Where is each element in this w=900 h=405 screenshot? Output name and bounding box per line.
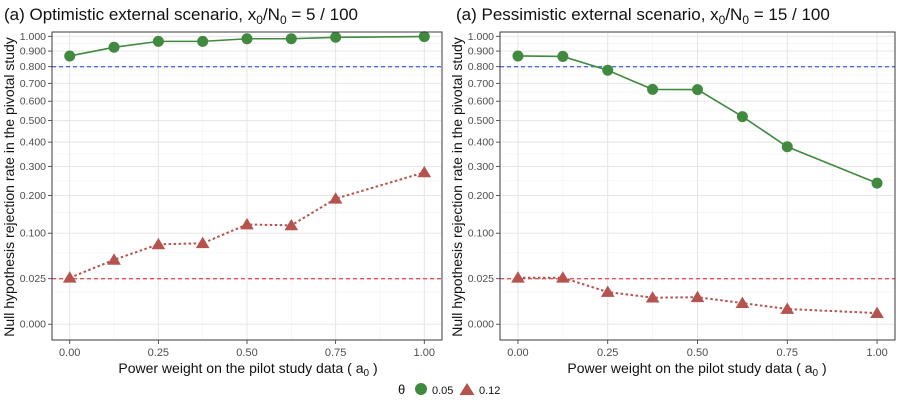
y-tick-label: 0.200 (468, 190, 494, 202)
y-tick-label: 0.100 (468, 228, 494, 240)
data-point (64, 50, 76, 62)
y-tick-label: 0.700 (468, 78, 494, 90)
data-point (557, 50, 569, 62)
series-line (517, 276, 878, 315)
x-tick-label: 1.00 (866, 347, 887, 359)
data-point (62, 271, 77, 283)
x-axis-label: Power weight on the pilot study data ( a… (118, 360, 377, 379)
y-axis-label: Null hypothesis rejection rate in the pi… (449, 37, 465, 337)
legend-label: 0.12 (479, 385, 500, 397)
x-tick-label: 0.00 (507, 347, 528, 359)
x-tick-label: 0.75 (325, 347, 346, 359)
legend-marker-circle (415, 383, 427, 395)
data-point (692, 84, 703, 96)
data-point (151, 237, 166, 250)
data-point (645, 291, 660, 303)
legend-marker-triangle (459, 383, 475, 395)
data-point (600, 285, 615, 297)
y-tick-label: 0.025 (20, 273, 46, 285)
data-point (284, 218, 299, 231)
x-tick-label: 0.00 (59, 347, 80, 359)
y-tick-label: 0.300 (468, 161, 494, 173)
data-point (108, 41, 120, 53)
y-tick-label: 0.800 (468, 61, 494, 73)
y-axis-label: Null hypothesis rejection rate in the pi… (1, 37, 17, 337)
legend-title: θ (398, 382, 405, 397)
y-tick-label: 0.600 (468, 96, 494, 108)
legend-label: 0.05 (432, 385, 453, 397)
data-point (602, 64, 614, 76)
data-point (736, 111, 748, 123)
data-point (285, 33, 297, 45)
data-point (871, 177, 883, 189)
data-point (735, 296, 750, 308)
legend: θ 0.05 0.12 (398, 382, 500, 397)
data-point (418, 31, 430, 43)
panel-optimistic: (a) Optimistic external scenario, x0/N0 … (1, 5, 443, 379)
panel-title: (a) Optimistic external scenario, x0/N0 … (4, 5, 358, 27)
data-point (512, 50, 524, 62)
panel-pessimistic: (a) Pessimistic external scenario, x0/N0… (449, 5, 896, 379)
data-point (870, 306, 884, 318)
x-tick-label: 0.50 (236, 347, 257, 359)
y-tick-label: 0.500 (20, 115, 46, 127)
data-point (240, 217, 254, 230)
y-tick-label: 0.800 (20, 61, 46, 73)
data-point (647, 83, 659, 95)
y-tick-label: 0.700 (20, 78, 46, 90)
data-point (556, 271, 570, 283)
y-tick-label: 0.900 (468, 46, 494, 58)
y-tick-label: 0.025 (468, 273, 494, 285)
y-tick-label: 0.600 (20, 96, 46, 108)
y-tick-label: 0.100 (20, 228, 46, 240)
data-point (330, 31, 342, 43)
data-point (197, 35, 209, 47)
data-point (241, 33, 253, 45)
y-tick-label: 1.000 (20, 31, 46, 43)
x-tick-label: 0.25 (597, 347, 618, 359)
y-tick-label: 1.000 (468, 31, 494, 43)
x-tick-label: 0.50 (687, 347, 708, 359)
data-point (511, 271, 525, 283)
data-point (690, 290, 705, 303)
data-point (781, 141, 793, 153)
y-tick-label: 0.400 (20, 137, 46, 149)
y-tick-label: 0.300 (20, 161, 46, 173)
x-axis-label: Power weight on the pilot study data ( a… (567, 360, 826, 379)
y-tick-label: 0.400 (468, 137, 494, 149)
data-point (417, 165, 432, 178)
series-line (517, 55, 878, 184)
data-point (328, 192, 343, 204)
series-line (69, 35, 425, 57)
x-tick-label: 0.75 (777, 347, 798, 359)
data-point (152, 35, 164, 47)
x-tick-label: 0.25 (148, 347, 169, 359)
y-tick-label: 0.000 (20, 319, 46, 331)
data-point (195, 236, 210, 249)
data-point (107, 253, 121, 265)
x-tick-label: 1.00 (414, 347, 435, 359)
y-tick-label: 0.200 (20, 190, 46, 202)
y-tick-label: 0.900 (20, 46, 46, 58)
y-tick-label: 0.500 (468, 115, 494, 127)
plot-border (51, 31, 443, 341)
plot-border (499, 31, 896, 341)
y-tick-label: 0.000 (468, 319, 494, 331)
series-line (69, 171, 425, 279)
data-point (780, 302, 795, 314)
panel-title: (a) Pessimistic external scenario, x0/N0… (456, 5, 830, 27)
